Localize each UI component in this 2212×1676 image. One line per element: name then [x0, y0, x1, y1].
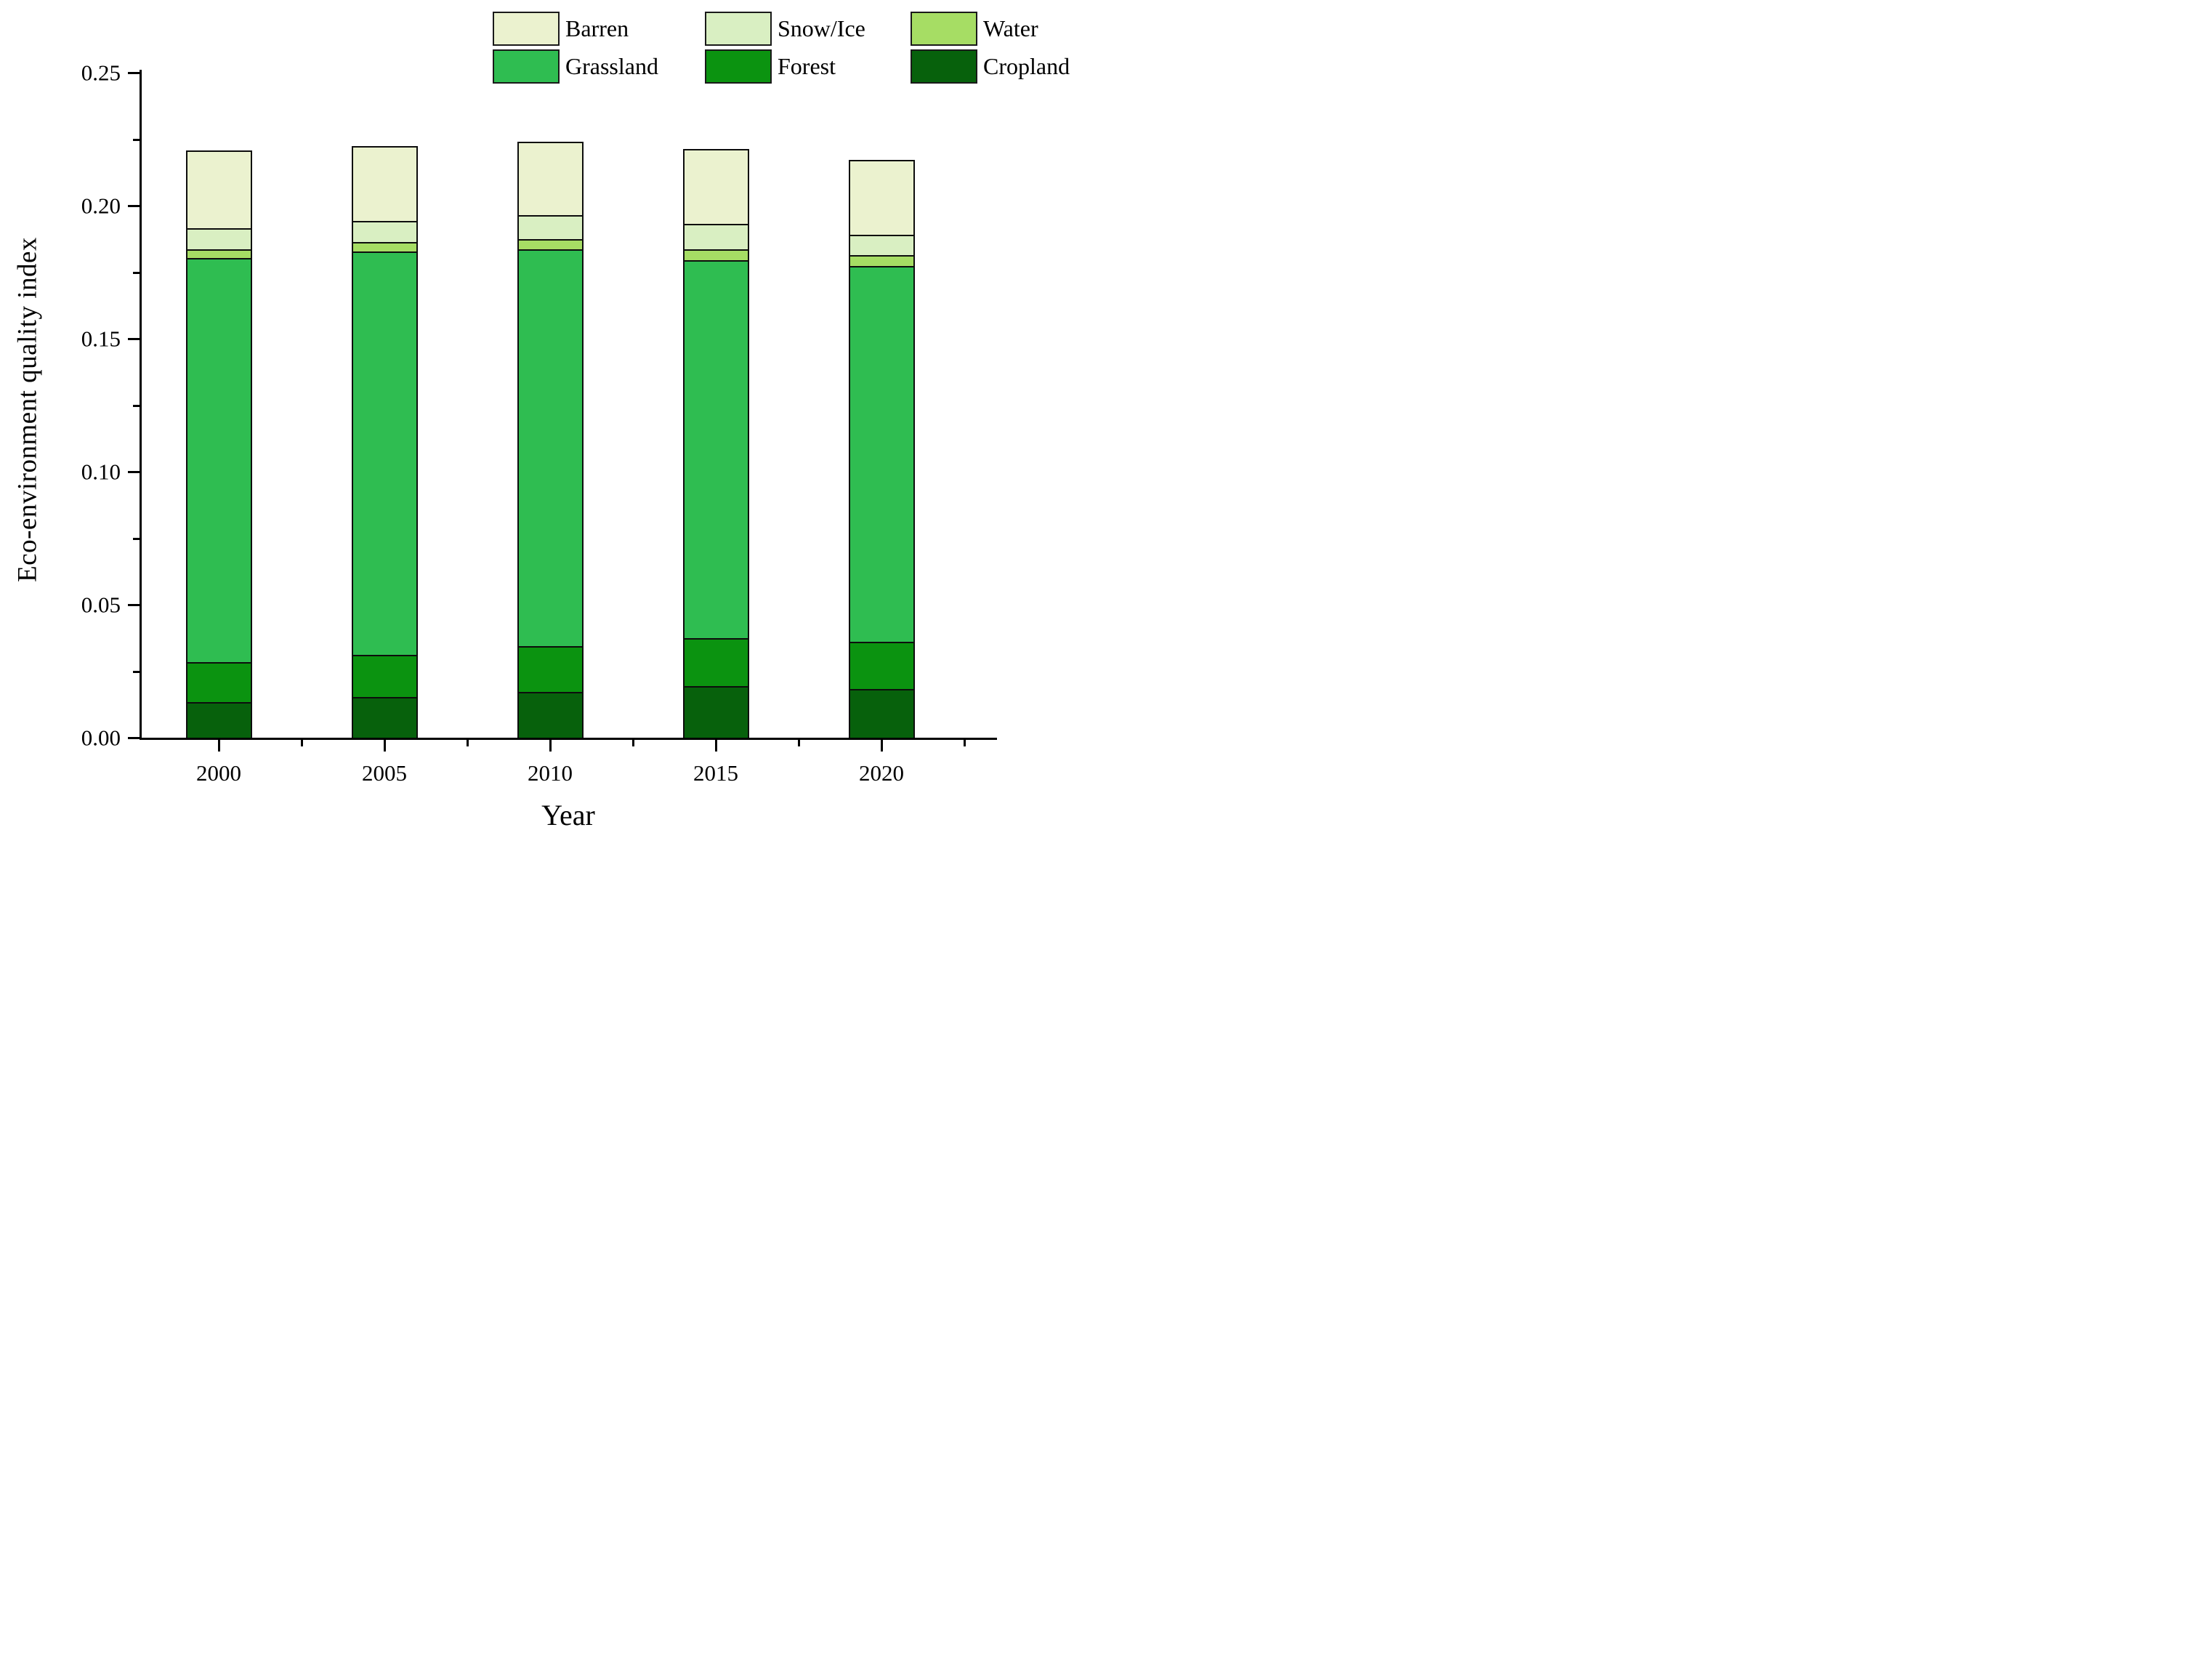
- y-tick-label: 0.20: [81, 193, 121, 219]
- y-major-tick: [128, 205, 140, 207]
- bar-2005-segment-water: [351, 241, 418, 252]
- x-major-tick: [384, 740, 386, 752]
- y-minor-tick: [133, 537, 140, 540]
- bar-2010-segment-cropland: [517, 692, 584, 738]
- x-tick-label-2005: 2005: [362, 760, 407, 786]
- bar-2005-segment-barren: [351, 146, 418, 221]
- bar-2020-segment-water: [848, 255, 915, 267]
- x-minor-tick: [467, 740, 469, 746]
- y-major-tick: [128, 338, 140, 340]
- y-minor-tick: [133, 404, 140, 407]
- x-major-tick: [218, 740, 220, 752]
- legend-label-snowice: Snow/Ice: [778, 15, 865, 41]
- bar-2015-segment-forest: [682, 638, 749, 686]
- y-major-tick: [128, 604, 140, 606]
- y-tick-label: 0.00: [81, 725, 121, 751]
- legend-label-cropland: Cropland: [983, 53, 1070, 79]
- bar-2000-segment-water: [185, 249, 252, 259]
- bar-2020-segment-forest: [848, 641, 915, 690]
- y-major-tick: [128, 737, 140, 739]
- y-tick-label: 0.25: [81, 60, 121, 86]
- legend-swatch-grassland: [493, 49, 560, 84]
- y-minor-tick: [133, 670, 140, 673]
- bar-2000-segment-snowice: [185, 228, 252, 250]
- y-tick-label: 0.05: [81, 592, 121, 618]
- bar-2005-segment-cropland: [351, 697, 418, 738]
- x-tick-label-2000: 2000: [196, 760, 241, 786]
- bar-2010-segment-barren: [517, 141, 584, 216]
- x-major-tick: [549, 740, 552, 752]
- y-minor-tick: [133, 271, 140, 274]
- bar-2010-segment-water: [517, 238, 584, 250]
- bar-2015-segment-barren: [682, 149, 749, 224]
- legend-swatch-forest: [705, 49, 772, 84]
- bar-2020-segment-snowice: [848, 234, 915, 256]
- y-axis-line: [140, 70, 142, 740]
- y-major-tick: [128, 72, 140, 74]
- x-tick-label-2010: 2010: [528, 760, 573, 786]
- legend-label-forest: Forest: [778, 53, 836, 79]
- x-minor-tick: [301, 740, 303, 746]
- x-tick-label-2020: 2020: [859, 760, 904, 786]
- x-tick-label-2015: 2015: [693, 760, 738, 786]
- y-tick-label: 0.10: [81, 459, 121, 485]
- x-minor-tick: [964, 740, 966, 746]
- y-minor-tick: [133, 138, 140, 141]
- x-minor-tick: [798, 740, 800, 746]
- bar-2010-segment-grassland: [517, 249, 584, 646]
- bar-2000-segment-grassland: [185, 258, 252, 663]
- bar-2000-segment-cropland: [185, 702, 252, 738]
- y-major-tick: [128, 471, 140, 473]
- x-axis-title: Year: [541, 799, 595, 831]
- legend-swatch-cropland: [911, 49, 977, 84]
- bar-2005-segment-grassland: [351, 251, 418, 656]
- legend-swatch-snowice: [705, 12, 772, 46]
- x-minor-tick: [632, 740, 634, 746]
- bar-2015-segment-cropland: [682, 685, 749, 738]
- bar-2020-segment-barren: [848, 160, 915, 235]
- legend-label-water: Water: [983, 15, 1038, 41]
- bar-2015-segment-grassland: [682, 260, 749, 639]
- y-tick-label: 0.15: [81, 326, 121, 352]
- bar-2020-segment-cropland: [848, 689, 915, 738]
- bar-2015-segment-water: [682, 249, 749, 261]
- x-axis-line: [140, 738, 997, 740]
- bar-2005-segment-forest: [351, 655, 418, 697]
- x-major-tick: [881, 740, 883, 752]
- legend-swatch-water: [911, 12, 977, 46]
- bar-2010-segment-forest: [517, 645, 584, 693]
- bar-2015-segment-snowice: [682, 223, 749, 250]
- legend-label-grassland: Grassland: [565, 53, 658, 79]
- bar-2020-segment-grassland: [848, 266, 915, 642]
- x-major-tick: [715, 740, 717, 752]
- bar-2010-segment-snowice: [517, 215, 584, 239]
- legend-label-barren: Barren: [565, 15, 629, 41]
- stacked-bar-chart-figure: Eco-environment quality index 0.00 0.05 0.…: [0, 0, 1106, 838]
- bar-2000-segment-barren: [185, 150, 252, 229]
- legend-swatch-barren: [493, 12, 560, 46]
- bar-2000-segment-forest: [185, 662, 252, 703]
- y-axis-title: Eco-environment quality index: [12, 237, 43, 582]
- bar-2005-segment-snowice: [351, 220, 418, 242]
